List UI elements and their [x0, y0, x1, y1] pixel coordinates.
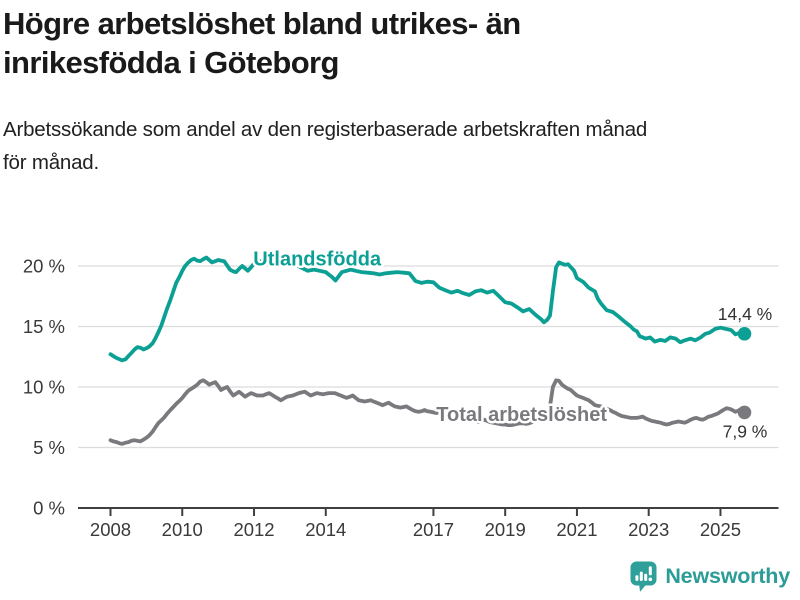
series-label-utlandsfodda: Utlandsfödda: [253, 249, 382, 271]
page-title: Högre arbetslöshet bland utrikes- än inr…: [3, 4, 793, 82]
y-tick-label: 15 %: [23, 316, 65, 337]
x-tick-label: 2010: [162, 519, 203, 540]
y-tick-label: 5 %: [33, 437, 65, 458]
y-tick-label: 10 %: [23, 377, 65, 398]
chart-subtitle: Arbetssökande som andel av den registerb…: [3, 113, 795, 179]
series-end-value-utlandsfodda: 14,4 %: [718, 304, 772, 324]
series-end-dot-utlandsfodda: [737, 326, 752, 341]
series-line-total: [108, 378, 747, 446]
x-tick-label: 2023: [628, 519, 669, 540]
subtitle-line-2: för månad.: [3, 151, 99, 174]
series-line-utlandsfodda: [108, 255, 747, 363]
y-tick-label: 20 %: [23, 256, 65, 277]
brand-footer: Newsworthy: [630, 561, 790, 592]
chart-header: Högre arbetslöshet bland utrikes- än inr…: [3, 4, 793, 82]
title-line-1: Högre arbetslöshet bland utrikes- än: [3, 6, 521, 41]
series-end-dot-total: [737, 405, 752, 420]
title-line-2: inrikesfödda i Göteborg: [3, 45, 339, 80]
line-chart: 2008 2010 2012 2014 2017 2019 2021 2023 2025 0 % 5…: [23, 246, 779, 540]
y-tick-label: 0 %: [33, 498, 65, 519]
x-tick-label: 2014: [305, 519, 346, 540]
x-tick-label: 2012: [233, 519, 274, 540]
newsworthy-logo-icon: [630, 561, 657, 592]
x-tick-label: 2025: [700, 519, 741, 540]
series-label-total: Total arbetslöshet: [436, 404, 607, 426]
subtitle-line-1: Arbetssökande som andel av den registerb…: [3, 118, 648, 141]
x-tick-label: 2008: [90, 519, 131, 540]
brand-name: Newsworthy: [665, 564, 790, 588]
series-end-value-total: 7,9 %: [723, 421, 768, 441]
x-tick-label: 2021: [556, 519, 597, 540]
x-tick-label: 2019: [485, 519, 526, 540]
x-tick-label: 2017: [413, 519, 454, 540]
